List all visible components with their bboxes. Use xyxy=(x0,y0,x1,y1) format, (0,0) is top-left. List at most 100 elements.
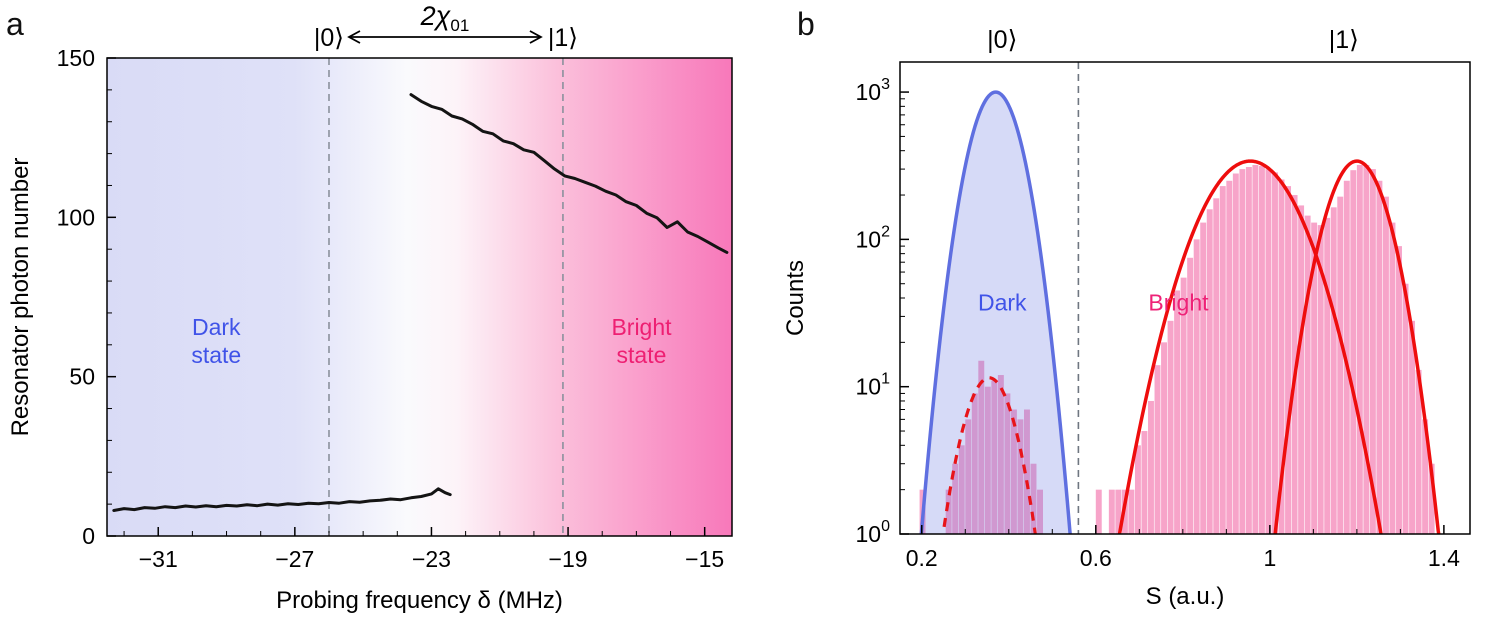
region-label-dark: Dark xyxy=(192,314,241,340)
hist-bar xyxy=(1115,489,1122,534)
hist-bar xyxy=(1272,172,1278,534)
y-tick-label: 150 xyxy=(57,45,95,71)
hist-bar xyxy=(1134,445,1141,534)
hist-bar xyxy=(1219,186,1226,534)
chi-label: 2χ01 xyxy=(420,1,470,35)
hist-bar xyxy=(1141,431,1148,534)
hist-bar xyxy=(1154,365,1161,534)
hist-bar xyxy=(1324,217,1331,534)
hist-bar xyxy=(1161,342,1167,534)
plot-a-background xyxy=(107,58,732,536)
hist-bar xyxy=(1304,215,1311,534)
chi-arrow-head-left xyxy=(347,30,361,44)
hist-bar xyxy=(1422,419,1429,534)
hist-bar xyxy=(1317,225,1324,534)
hist-bar xyxy=(984,386,991,534)
hist-bar xyxy=(1095,489,1102,534)
hist-bar xyxy=(1128,489,1135,534)
hist-bar xyxy=(1285,186,1292,534)
hist-bar xyxy=(1337,196,1344,534)
hist-bar xyxy=(1017,419,1024,534)
hist-bar xyxy=(1193,239,1200,534)
hist-bar xyxy=(965,419,972,534)
bright-branch-curve xyxy=(409,93,729,254)
hist-bar xyxy=(1265,169,1272,534)
hist-bar xyxy=(1030,463,1037,534)
hist-bar xyxy=(1180,277,1187,534)
hist-bar xyxy=(1382,196,1389,534)
x-tick-label: −23 xyxy=(412,546,451,572)
y-tick-label: 103 xyxy=(856,76,891,105)
panel-a-letter: a xyxy=(6,6,24,42)
chi-arrow-head-right xyxy=(529,30,543,44)
bright-fit-1-curve xyxy=(1117,159,1383,534)
x-tick-label: −31 xyxy=(139,546,178,572)
hist-bar xyxy=(945,489,952,534)
hist-bar xyxy=(1226,180,1233,534)
hist-bar xyxy=(1148,400,1154,534)
x-tick-label: 0.2 xyxy=(906,545,938,571)
x-tick-label: −19 xyxy=(549,546,588,572)
panel-b-chart: Dark Bright 0.2 0.6 1 1.4 100 101 102 103 |0⟩ |1⟩ S … xyxy=(782,26,1471,610)
x-axis-label-b: S (a.u.) xyxy=(1146,583,1225,610)
hist-bar xyxy=(1409,320,1416,534)
y-tick-label: 50 xyxy=(69,364,95,390)
ket0-label-b: |0⟩ xyxy=(987,26,1017,54)
hist-bar xyxy=(1174,290,1181,534)
y-axis-label-b: Counts xyxy=(782,260,809,336)
hist-bar xyxy=(1428,463,1435,534)
histogram xyxy=(919,164,1435,534)
ket1-label-b: |1⟩ xyxy=(1329,26,1359,54)
region-label-state: state xyxy=(617,342,667,368)
region-label-dark: Dark xyxy=(978,289,1027,315)
hist-bar xyxy=(1232,173,1239,534)
hist-bar xyxy=(1037,489,1043,534)
hist-bar xyxy=(1278,179,1285,534)
hist-bar xyxy=(1004,393,1011,534)
x-tick-label: 0.6 xyxy=(1080,545,1112,571)
hist-bar xyxy=(952,463,959,534)
bright-fit-2-curve xyxy=(1273,159,1441,534)
hist-bar xyxy=(1010,409,1017,534)
x-tick-label: 1.4 xyxy=(1428,545,1460,571)
hist-bar xyxy=(1363,164,1370,534)
dark-branch-curve xyxy=(112,487,452,512)
hist-bar xyxy=(1402,283,1409,534)
hist-bar xyxy=(978,360,985,534)
hist-bar xyxy=(1239,169,1246,534)
ket1-label: |1⟩ xyxy=(548,24,578,52)
x-tick-label: −27 xyxy=(275,546,314,572)
y-axis-label-a: Resonator photon number xyxy=(7,158,34,437)
hist-bar xyxy=(1369,169,1376,534)
hist-bar xyxy=(1330,207,1337,534)
hist-bar xyxy=(1213,198,1220,534)
hist-bar xyxy=(1245,167,1252,534)
y-tick-label: 100 xyxy=(57,204,95,230)
hist-bar xyxy=(1252,164,1259,534)
region-label-bright: Bright xyxy=(611,314,672,340)
hist-bar xyxy=(1258,165,1265,534)
hist-bar xyxy=(1206,209,1213,534)
hist-bar xyxy=(1350,170,1357,534)
panel-b-plot-area xyxy=(919,90,1441,534)
hist-bar xyxy=(1415,369,1422,534)
hist-bar xyxy=(1187,257,1194,534)
hist-bar xyxy=(1396,246,1402,534)
region-label-state: state xyxy=(191,342,241,368)
hist-bar xyxy=(1108,489,1115,534)
hist-bar xyxy=(971,393,978,534)
hist-bar xyxy=(997,375,1004,534)
hist-bar xyxy=(1356,164,1363,534)
hist-bar xyxy=(1298,205,1305,534)
hist-bar xyxy=(1024,409,1030,534)
x-tick-label: −15 xyxy=(685,546,724,572)
hist-bar xyxy=(1291,195,1298,534)
x-axis-label-a: Probing frequency δ (MHz) xyxy=(276,587,563,614)
hist-bar xyxy=(991,380,998,534)
hist-bar xyxy=(1389,222,1396,534)
ket0-label: |0⟩ xyxy=(314,24,344,52)
x-tick-label: 1 xyxy=(1263,545,1276,571)
hist-bar xyxy=(1311,222,1318,534)
